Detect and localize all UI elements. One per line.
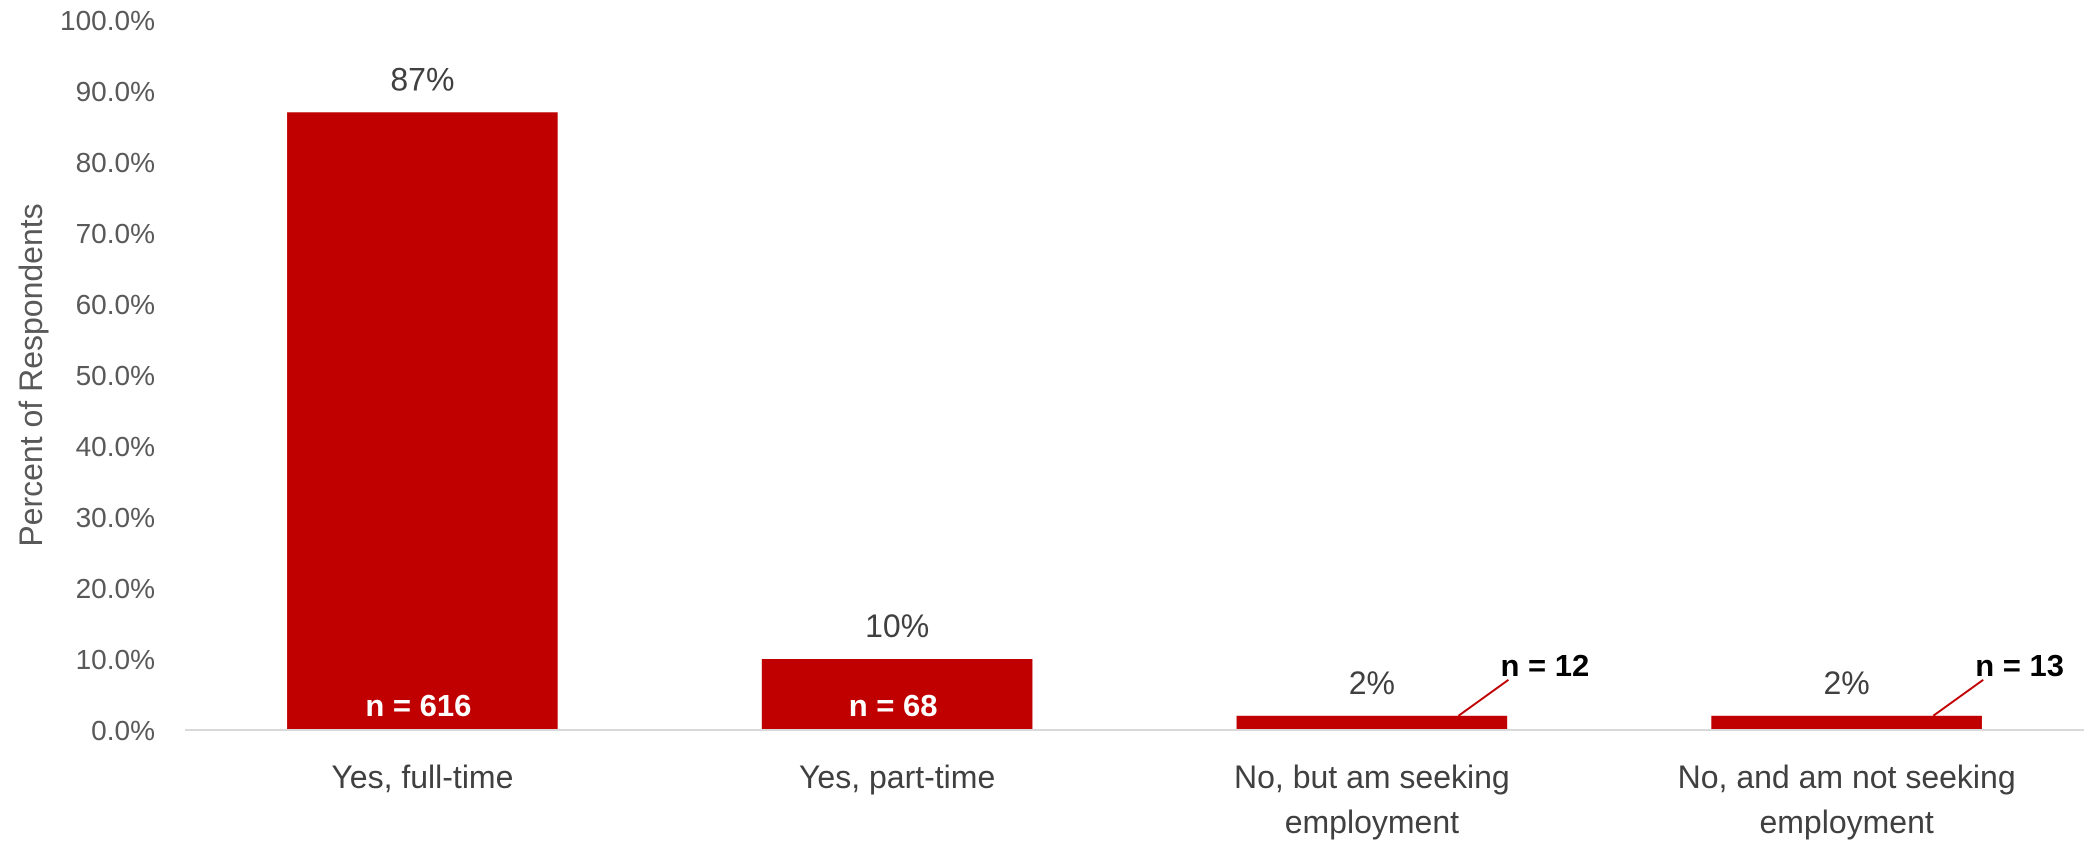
bar-n-label: n = 68 [849,688,938,723]
bar-n-leader-line [1457,678,1510,717]
bar-value-label: 87% [390,61,454,97]
bar-n-label: n = 616 [365,688,471,723]
y-tick-label: 20.0% [76,573,155,604]
x-category-label: No, but am seeking [1234,759,1510,795]
y-axis: 0.0% 10.0% 20.0% 30.0% 40.0% 50.0% 60.0% 70.0% 8… [60,5,155,746]
bars: 87% n = 616 10% n = 68 2% n = 12 2% n = 13 [287,61,2064,731]
bar [1236,715,1508,730]
bar-value-label: 10% [865,608,929,644]
y-tick-label: 30.0% [76,502,155,533]
y-tick-label: 100.0% [60,5,155,36]
y-tick-label: 60.0% [76,289,155,320]
x-category-label: No, and am not seeking [1678,759,2016,795]
y-tick-label: 90.0% [76,76,155,107]
y-tick-label: 50.0% [76,360,155,391]
bar-value-label: 2% [1349,665,1395,701]
y-axis-title: Percent of Respondents [13,203,49,546]
bar [287,112,558,731]
y-tick-label: 40.0% [76,431,155,462]
x-category-label: employment [1759,804,1933,840]
bar [1711,715,1982,730]
y-tick-label: 10.0% [76,644,155,675]
bar [761,659,1033,730]
x-category-label: Yes, full-time [331,759,513,795]
x-category-label: employment [1285,804,1459,840]
y-tick-label: 70.0% [76,218,155,249]
y-tick-label: 80.0% [76,147,155,178]
x-category-label: Yes, part-time [799,759,995,795]
bar-value-label: 2% [1824,665,1870,701]
y-tick-label: 0.0% [91,715,155,746]
bar-n-leader-line [1932,678,1984,717]
x-axis: Yes, full-time Yes, part-time No, but am s… [331,759,2015,840]
bar-n-label: n = 13 [1975,648,2064,683]
bar-n-label: n = 12 [1500,648,1589,683]
